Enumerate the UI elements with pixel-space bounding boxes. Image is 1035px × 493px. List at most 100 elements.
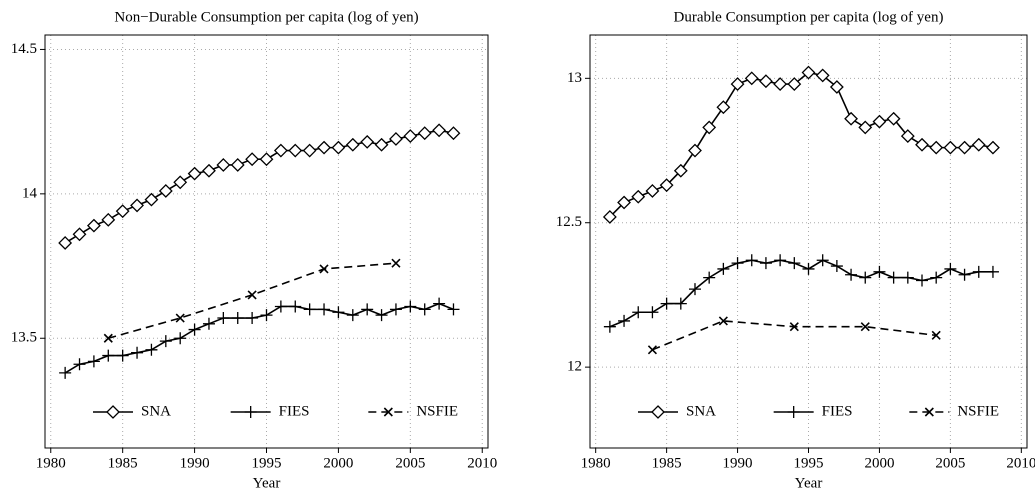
marker bbox=[759, 74, 773, 89]
chart-title: Durable Consumption per capita (log of y… bbox=[674, 9, 944, 25]
marker bbox=[289, 300, 302, 313]
marker bbox=[247, 290, 257, 300]
marker bbox=[688, 143, 702, 158]
marker bbox=[158, 184, 173, 198]
series-line bbox=[108, 262, 397, 340]
x-tick-label: 2005 bbox=[935, 455, 965, 471]
marker bbox=[631, 189, 646, 204]
series-line bbox=[64, 302, 454, 374]
marker bbox=[433, 297, 446, 310]
marker bbox=[332, 306, 345, 319]
marker bbox=[318, 303, 331, 316]
marker bbox=[187, 166, 202, 181]
x-tick-label: 2000 bbox=[864, 455, 894, 471]
marker bbox=[931, 330, 941, 340]
marker bbox=[173, 175, 188, 190]
marker bbox=[288, 143, 303, 158]
x-tick-label: 1990 bbox=[180, 455, 210, 471]
marker bbox=[418, 303, 431, 316]
marker bbox=[944, 262, 957, 275]
marker bbox=[859, 271, 872, 284]
plot-frame bbox=[589, 34, 1028, 449]
marker bbox=[345, 137, 360, 152]
legend-label: NSFIE bbox=[416, 403, 458, 419]
marker bbox=[659, 178, 674, 193]
marker bbox=[929, 140, 944, 155]
x-tick-label: 1995 bbox=[794, 455, 824, 471]
marker bbox=[274, 300, 287, 313]
marker bbox=[72, 227, 87, 242]
y-tick-label: 12.5 bbox=[556, 214, 582, 230]
marker bbox=[202, 317, 215, 330]
legend-label: NSFIE bbox=[957, 403, 999, 419]
marker bbox=[361, 303, 374, 316]
marker bbox=[858, 120, 873, 135]
marker bbox=[802, 262, 815, 275]
series-line bbox=[609, 71, 994, 218]
marker bbox=[159, 335, 172, 348]
marker bbox=[602, 210, 617, 224]
marker bbox=[744, 71, 759, 86]
series-line bbox=[652, 320, 937, 351]
marker bbox=[916, 274, 929, 287]
x-tick-label: 1995 bbox=[252, 455, 282, 471]
marker bbox=[375, 309, 388, 322]
marker bbox=[115, 204, 130, 219]
series-line bbox=[64, 129, 454, 244]
marker bbox=[188, 323, 201, 336]
marker bbox=[101, 212, 116, 227]
marker bbox=[815, 68, 830, 83]
x-tick-label: 2005 bbox=[395, 455, 425, 471]
marker bbox=[259, 152, 274, 167]
x-tick-label: 1985 bbox=[108, 455, 138, 471]
x-tick-label: 1980 bbox=[581, 455, 611, 471]
marker bbox=[789, 322, 799, 332]
marker bbox=[389, 132, 403, 146]
marker bbox=[773, 77, 788, 92]
marker bbox=[718, 316, 728, 326]
marker bbox=[59, 366, 72, 379]
marker bbox=[930, 271, 943, 284]
marker bbox=[303, 303, 316, 316]
marker bbox=[389, 303, 402, 316]
marker bbox=[346, 309, 359, 322]
marker bbox=[102, 349, 115, 362]
marker bbox=[432, 123, 447, 138]
marker bbox=[58, 236, 73, 250]
marker bbox=[829, 80, 844, 94]
y-tick-label: 14.5 bbox=[11, 41, 37, 57]
marker bbox=[924, 407, 934, 417]
marker bbox=[216, 158, 231, 172]
marker bbox=[331, 140, 346, 155]
marker bbox=[245, 152, 260, 167]
marker bbox=[703, 271, 716, 284]
y-tick-label: 14 bbox=[22, 185, 38, 201]
legend-label: SNA bbox=[141, 403, 171, 419]
marker bbox=[617, 195, 631, 210]
marker bbox=[391, 258, 401, 268]
marker bbox=[73, 358, 86, 371]
marker bbox=[302, 143, 317, 158]
x-tick-label: 1990 bbox=[723, 455, 753, 471]
x-axis-label: Year bbox=[253, 475, 281, 491]
marker bbox=[230, 158, 245, 172]
x-axis-label: Year bbox=[795, 475, 823, 491]
x-tick-label: 1980 bbox=[36, 455, 66, 471]
marker bbox=[845, 268, 858, 281]
marker bbox=[260, 309, 273, 322]
marker bbox=[830, 260, 843, 273]
marker bbox=[731, 257, 744, 270]
marker bbox=[986, 265, 999, 278]
marker bbox=[383, 407, 393, 417]
marker bbox=[202, 163, 216, 178]
chart-title: Non−Durable Consumption per capita (log … bbox=[114, 9, 418, 25]
marker bbox=[175, 313, 185, 323]
marker bbox=[716, 100, 731, 115]
marker bbox=[673, 163, 688, 178]
x-tick-label: 2010 bbox=[1006, 455, 1035, 471]
marker bbox=[887, 271, 900, 284]
x-tick-label: 2000 bbox=[323, 455, 353, 471]
marker bbox=[319, 264, 329, 274]
marker bbox=[360, 134, 375, 149]
